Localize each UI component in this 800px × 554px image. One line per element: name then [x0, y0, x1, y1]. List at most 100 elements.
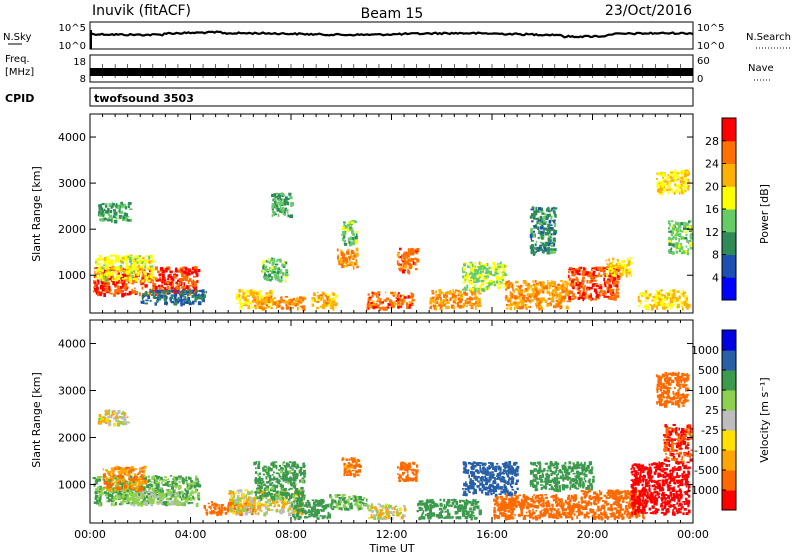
heatmap-cell — [610, 271, 613, 273]
heatmap-cell — [575, 269, 579, 273]
heatmap-cell — [439, 290, 442, 295]
heatmap-cell — [472, 273, 476, 277]
heatmap-cell — [591, 297, 594, 301]
heatmap-cell — [133, 473, 137, 476]
heatmap-cell — [560, 299, 563, 304]
heatmap-cell — [284, 502, 288, 506]
heatmap-cell — [178, 476, 181, 481]
heatmap-cell — [273, 505, 275, 508]
heatmap-cell — [255, 478, 259, 482]
heatmap-cell — [343, 221, 346, 224]
heatmap-cell — [294, 512, 297, 514]
heatmap-cell — [133, 271, 136, 274]
heatmap-cell — [280, 307, 285, 310]
heatmap-cell — [354, 239, 359, 244]
heatmap-cell — [439, 302, 443, 304]
heatmap-cell — [197, 480, 200, 483]
heatmap-cell — [340, 251, 344, 256]
heatmap-cell — [284, 202, 287, 206]
heatmap-cell — [126, 421, 130, 424]
heatmap-cell — [457, 301, 460, 305]
heatmap-cell — [499, 261, 502, 265]
heatmap-cell — [125, 260, 128, 263]
heatmap-cell — [471, 266, 476, 269]
heatmap-cell — [281, 193, 284, 198]
heatmap-cell — [608, 268, 610, 272]
heatmap-cell — [193, 275, 196, 278]
heatmap-cell — [275, 306, 278, 309]
heatmap-cell — [287, 488, 291, 491]
heatmap-cell — [557, 298, 561, 302]
heatmap-cell — [98, 204, 101, 208]
heatmap-cell — [574, 273, 577, 276]
heatmap-cell — [296, 297, 299, 302]
heatmap-cell — [563, 286, 566, 291]
heatmap-cell — [187, 297, 191, 301]
heatmap-cell — [347, 264, 351, 266]
heatmap-cell — [229, 491, 233, 494]
heatmap-cell — [469, 302, 473, 306]
heatmap-cell — [553, 219, 555, 224]
heatmap-cell — [296, 464, 299, 468]
heatmap-cell — [247, 511, 251, 514]
heatmap-cell — [137, 502, 141, 506]
heatmap-cell — [316, 300, 320, 303]
heatmap-cell — [121, 467, 124, 470]
heatmap-cell — [551, 289, 554, 293]
heatmap-cell — [128, 470, 130, 474]
heatmap-cell — [231, 490, 235, 494]
heatmap-cell — [230, 499, 233, 503]
heatmap-cell — [530, 228, 533, 232]
heatmap-cell — [352, 258, 355, 260]
heatmap-cell — [549, 226, 553, 230]
heatmap-cell — [282, 272, 285, 276]
heatmap-cell — [342, 258, 345, 263]
heatmap-cell — [303, 475, 306, 478]
heatmap-cell — [508, 297, 512, 301]
heatmap-cell — [93, 285, 96, 288]
heatmap-cell — [166, 497, 169, 501]
heatmap-cell — [555, 287, 558, 290]
heatmap-cell — [163, 290, 167, 294]
freq-label: Freq. — [5, 54, 30, 65]
colorbar-segment — [722, 231, 736, 255]
heatmap-cell — [231, 501, 235, 505]
heatmap-cell — [608, 281, 611, 285]
heatmap-cell — [150, 275, 152, 279]
heatmap-cell — [164, 479, 167, 482]
heatmap-cell — [482, 277, 486, 280]
heatmap-cell — [542, 249, 545, 254]
heatmap-cell — [119, 493, 122, 497]
heatmap-cell — [524, 288, 528, 291]
heatmap-cell — [668, 249, 671, 254]
heatmap-cell — [134, 493, 138, 497]
heatmap-cell — [157, 279, 161, 281]
heatmap-cell — [119, 503, 122, 506]
heatmap-cell — [571, 271, 574, 274]
heatmap-cell — [672, 303, 676, 306]
heatmap-cell — [611, 260, 614, 264]
heatmap-cell — [147, 492, 151, 495]
heatmap-cell — [586, 280, 589, 284]
heatmap-cell — [181, 293, 185, 297]
heatmap-cell — [436, 293, 440, 298]
heatmap-cell — [154, 266, 158, 271]
heatmap-cell — [248, 301, 253, 305]
heatmap-cell — [142, 293, 145, 296]
heatmap-cell — [557, 294, 560, 298]
heatmap-cell — [107, 416, 110, 419]
heatmap-cell — [496, 267, 501, 271]
heatmap-cell — [590, 297, 593, 302]
heatmap-cell — [134, 292, 137, 296]
heatmap-cell — [687, 304, 690, 307]
heatmap-cell — [263, 265, 266, 268]
heatmap-cell — [469, 278, 473, 280]
heatmap-cell — [141, 296, 144, 301]
heatmap-cell — [466, 284, 469, 289]
heatmap-cell — [269, 290, 272, 293]
heatmap-cell — [562, 295, 566, 299]
heatmap-cell — [192, 279, 195, 282]
heatmap-cell — [669, 175, 672, 178]
heatmap-cell — [272, 198, 274, 202]
heatmap-cell — [280, 210, 283, 213]
